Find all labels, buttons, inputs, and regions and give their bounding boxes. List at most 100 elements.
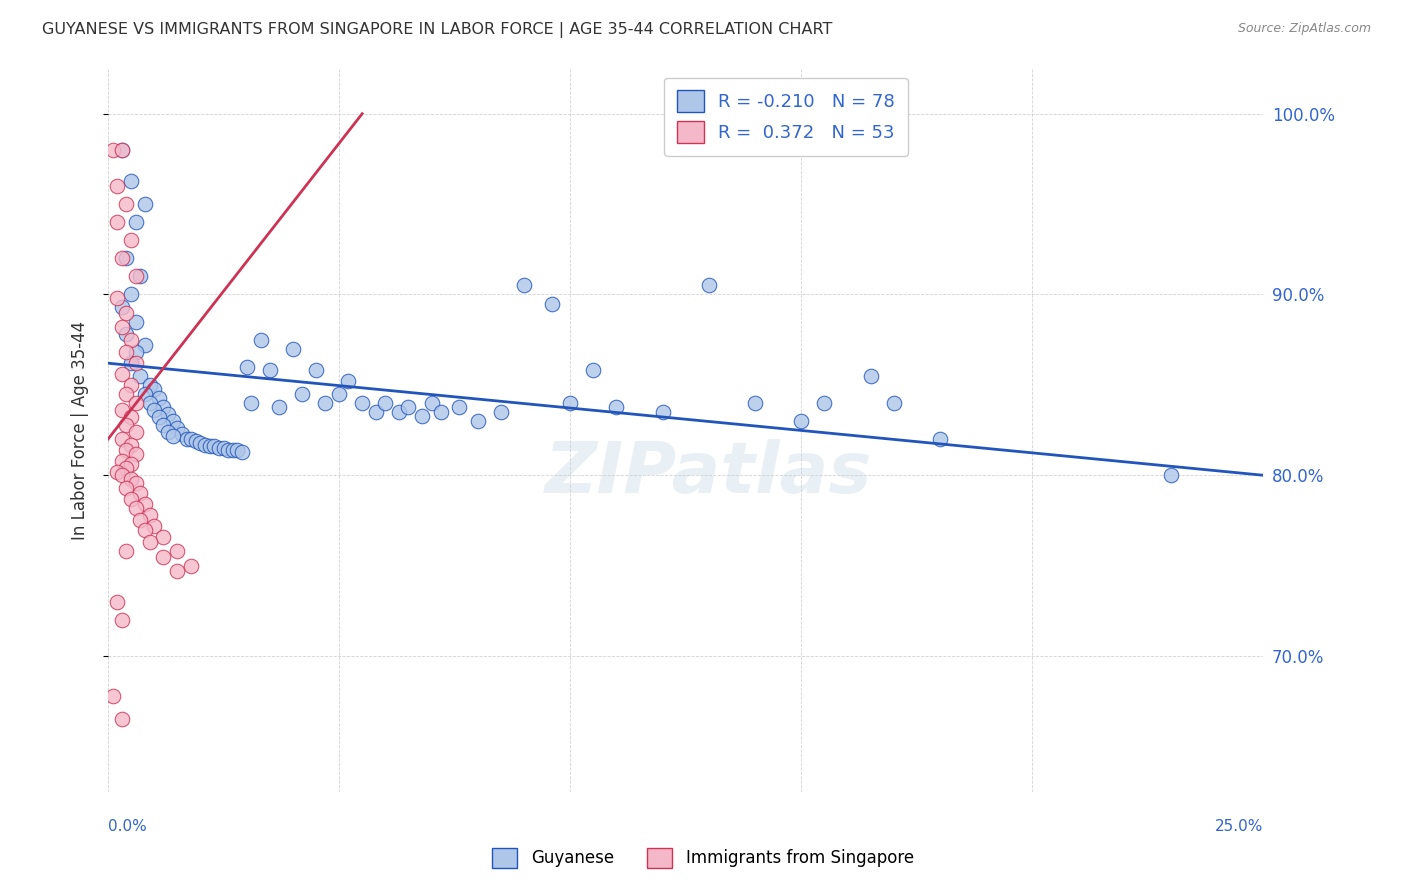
Point [396,400,419,414]
Point [267,400,290,414]
Point [813,396,835,410]
Point [166,544,188,558]
Point [162,428,184,442]
Point [170,426,193,441]
Point [125,315,148,329]
Point [120,377,142,392]
Point [212,441,235,455]
Point [222,442,245,457]
Point [166,421,188,435]
Point [105,215,128,229]
Point [115,305,138,319]
Point [883,396,905,410]
Point [120,437,142,451]
Point [101,143,124,157]
Point [129,513,152,527]
Point [605,400,627,414]
Point [148,391,170,405]
Point [120,356,142,370]
Point [120,287,142,301]
Point [226,442,249,457]
Point [352,396,374,410]
Point [111,403,134,417]
Text: 0.0%: 0.0% [108,819,146,834]
Point [129,269,152,284]
Point [208,441,231,455]
Point [115,544,138,558]
Point [388,405,411,419]
Point [152,530,174,544]
Legend: R = -0.210   N = 78, R =  0.372   N = 53: R = -0.210 N = 78, R = 0.372 N = 53 [664,78,908,156]
Point [115,481,138,495]
Point [101,689,124,703]
Point [202,439,225,453]
Point [125,269,148,284]
Point [120,333,142,347]
Point [115,442,138,457]
Point [120,472,142,486]
Point [125,475,148,490]
Point [105,179,128,194]
Point [697,278,720,293]
Point [115,327,138,342]
Text: GUYANESE VS IMMIGRANTS FROM SINGAPORE IN LABOR FORCE | AGE 35-44 CORRELATION CHA: GUYANESE VS IMMIGRANTS FROM SINGAPORE IN… [42,22,832,38]
Point [157,425,180,439]
Y-axis label: In Labor Force | Age 35-44: In Labor Force | Age 35-44 [72,320,89,540]
Point [1160,468,1182,483]
Point [305,363,328,377]
Point [540,296,562,310]
Point [143,403,166,417]
Point [314,396,336,410]
Point [125,447,148,461]
Point [411,409,433,423]
Point [328,387,350,401]
Point [138,377,160,392]
Point [152,417,174,432]
Point [651,405,673,419]
Point [111,432,134,446]
Text: Source: ZipAtlas.com: Source: ZipAtlas.com [1237,22,1371,36]
Point [162,414,184,428]
Point [134,387,156,401]
Point [217,442,239,457]
Point [115,461,138,475]
Point [928,432,950,446]
Point [134,338,156,352]
Point [467,414,489,428]
Point [125,500,148,515]
Point [337,374,360,388]
Point [115,197,138,211]
Point [180,558,202,573]
Point [449,400,471,414]
Point [115,417,138,432]
Point [105,595,128,609]
Point [291,387,314,401]
Point [105,291,128,305]
Point [129,368,152,383]
Point [125,345,148,359]
Point [420,396,443,410]
Point [143,519,166,533]
Point [489,405,512,419]
Point [364,405,387,419]
Point [120,410,142,425]
Point [125,356,148,370]
Point [859,368,882,383]
Point [125,425,148,439]
Point [744,396,766,410]
Point [166,564,188,578]
Point [111,613,134,627]
Point [231,444,253,458]
Point [120,233,142,247]
Point [374,396,396,410]
Point [129,486,152,500]
Point [152,549,174,564]
Point [115,252,138,266]
Point [138,508,160,522]
Point [235,359,257,374]
Point [111,454,134,468]
Text: 25.0%: 25.0% [1215,819,1264,834]
Point [560,396,582,410]
Point [111,712,134,726]
Point [134,523,156,537]
